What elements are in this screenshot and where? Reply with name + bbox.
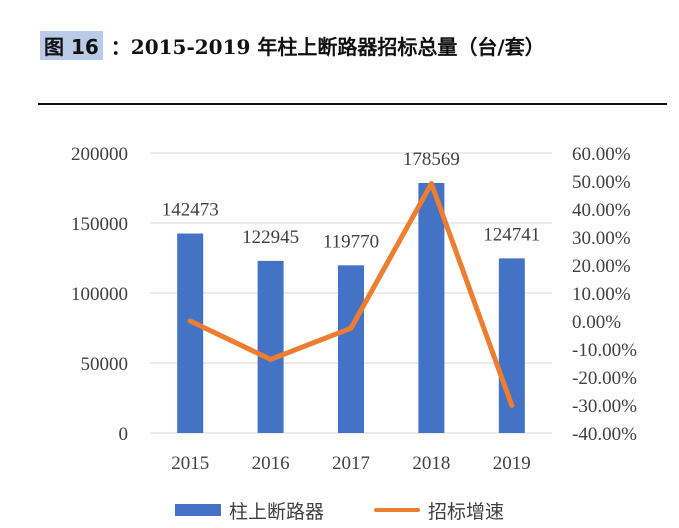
right-axis-tick-label: -20.00% [572, 368, 637, 389]
chart-legend: 柱上断路器 招标增速 [0, 496, 679, 524]
left-axis-tick-label: 200000 [71, 144, 128, 165]
right-axis-tick-label: 40.00% [572, 200, 631, 221]
bar [257, 260, 284, 433]
growth-line-point [509, 402, 515, 408]
left-axis-tick-label: 50000 [81, 354, 129, 375]
left-axis-tick-label: 0 [119, 424, 129, 445]
x-axis-tick-label: 2015 [171, 453, 209, 474]
right-axis-tick-label: -40.00% [572, 424, 637, 445]
left-axis-tick-label: 100000 [71, 284, 128, 305]
left-axis-tick-label: 150000 [71, 214, 128, 235]
legend-item-bar: 柱上断路器 [174, 497, 324, 524]
right-axis-tick-label: 60.00% [572, 144, 631, 165]
x-axis-tick-label: 2018 [412, 453, 450, 474]
figure-number-tag: 图 16 [40, 30, 103, 60]
legend-line-swatch [374, 508, 420, 512]
growth-line-point [187, 318, 193, 324]
bar-data-label: 124741 [483, 224, 540, 245]
right-axis-tick-label: 30.00% [572, 228, 631, 249]
growth-line-point [348, 325, 354, 331]
bar-data-label: 122945 [242, 227, 299, 248]
right-axis-tick-label: 10.00% [572, 284, 631, 305]
right-axis-tick-label: 50.00% [572, 172, 631, 193]
right-axis-tick-label: 0.00% [572, 312, 621, 333]
right-axis-tick-label: -10.00% [572, 340, 637, 361]
bar-data-label: 178569 [403, 149, 460, 170]
title-divider [38, 103, 667, 105]
legend-bar-swatch [174, 504, 221, 516]
bar-data-label: 142473 [162, 200, 219, 221]
right-axis-tick-label: 20.00% [572, 256, 631, 277]
right-axis-tick-label: -30.00% [572, 396, 637, 417]
figure-title-text: ：2015-2019 年柱上断路器招标总量（台/套） [110, 34, 545, 59]
growth-line-point [268, 356, 274, 362]
legend-bar-label: 柱上断路器 [228, 500, 324, 523]
bar [418, 183, 445, 433]
growth-line-point [428, 181, 434, 187]
legend-item-line: 招标增速 [374, 497, 504, 524]
bar [177, 233, 204, 433]
x-axis-tick-label: 2019 [493, 453, 531, 474]
bar-data-label: 119770 [323, 231, 379, 252]
figure-title: 图 16 ：2015-2019 年柱上断路器招标总量（台/套） [40, 28, 545, 62]
legend-line-label: 招标增速 [428, 500, 505, 523]
bar [338, 265, 364, 433]
x-axis-tick-label: 2016 [252, 453, 290, 474]
x-axis-tick-label: 2017 [332, 453, 370, 474]
